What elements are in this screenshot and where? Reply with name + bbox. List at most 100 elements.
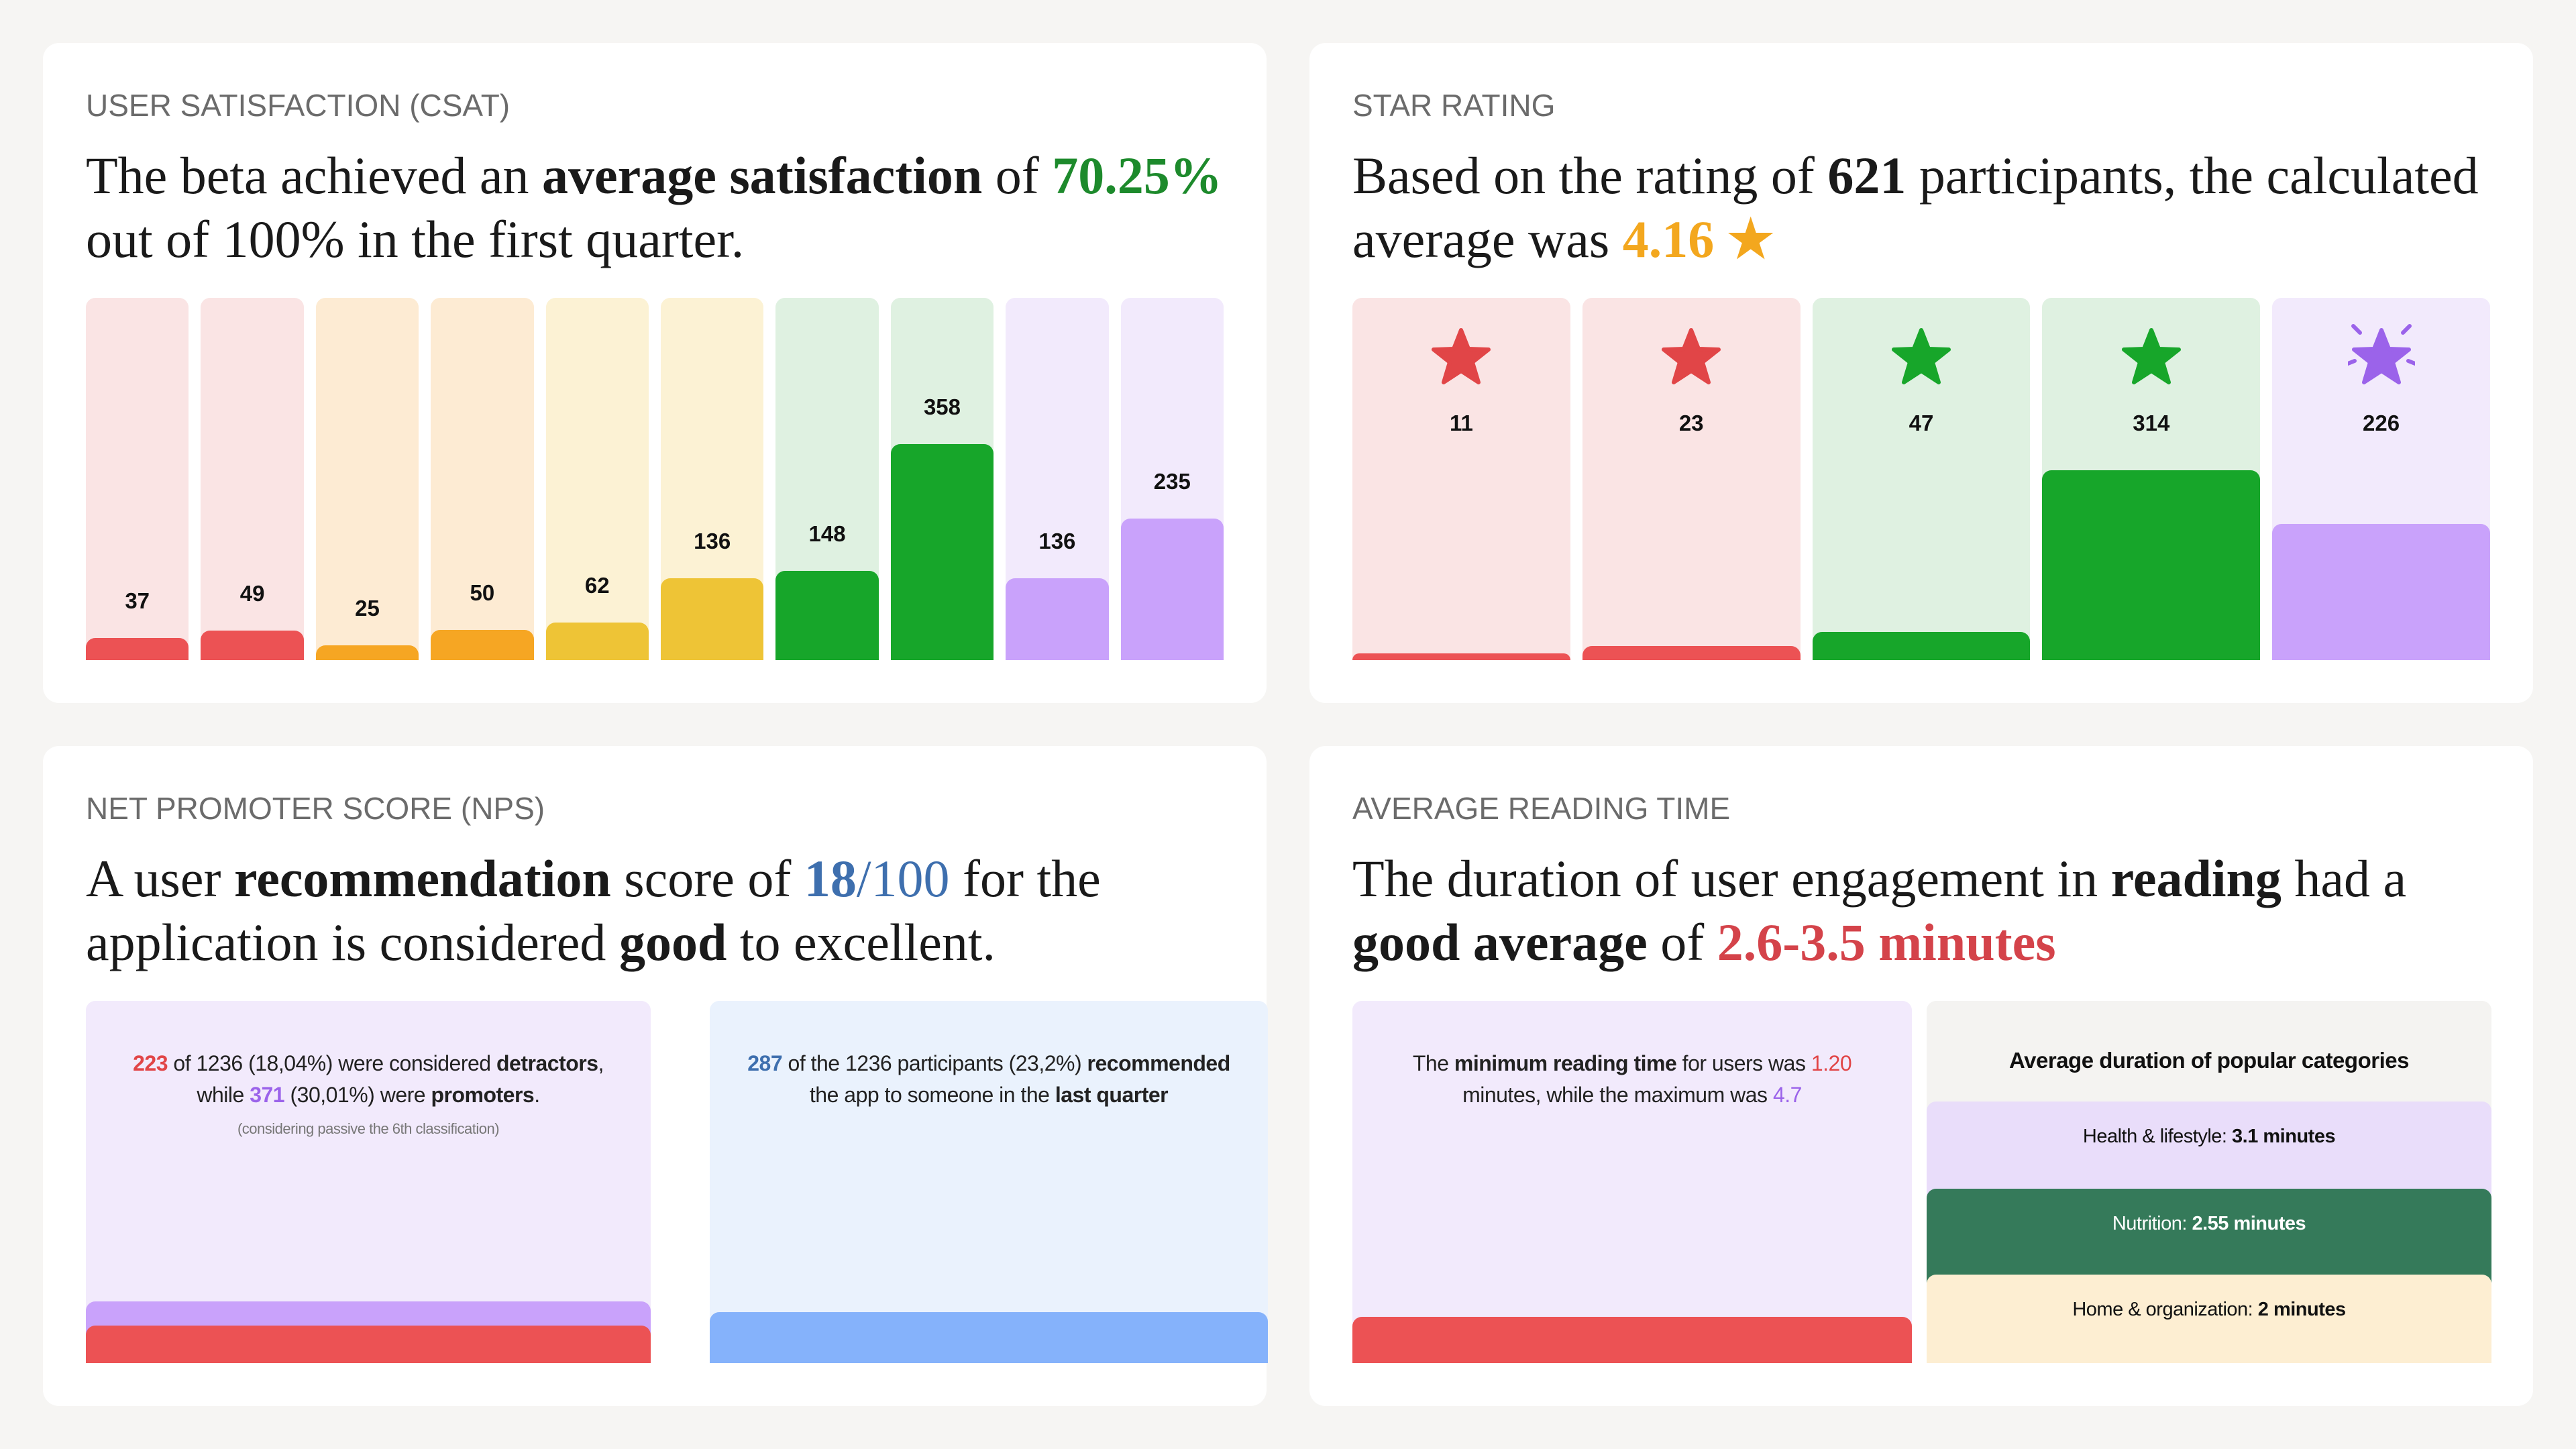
nps-note: (considering passive the 6th classificat… [237, 1120, 500, 1137]
bar-value-label: 50 [470, 580, 495, 605]
nps-headline-text-2: score of [610, 849, 804, 908]
nps-left-text-3: (30,01%) were [284, 1083, 431, 1107]
nps-card: NET PROMOTER SCORE (NPS) A user recommen… [43, 746, 1268, 1406]
nps-headline-bold: recommendation [233, 849, 611, 908]
star-bar-chart: 11 23 47 314 226 [1352, 298, 2490, 660]
nps-recommended-text: 287 of the 1236 participants (23,2%) rec… [743, 1048, 1234, 1111]
bar [431, 630, 534, 660]
sparkle-star-icon [2345, 323, 2417, 394]
csat-headline-text: The beta achieved an [86, 146, 542, 205]
category-row: Home & organization: 2 minutes [1927, 1275, 2491, 1363]
star-label: STAR RATING [1352, 88, 1556, 123]
bar-value-label: 148 [808, 521, 846, 546]
bar [2272, 523, 2490, 660]
category-value: 3.1 minutes [2232, 1126, 2336, 1147]
category-name: Health & lifestyle: [2082, 1126, 2233, 1147]
bar [775, 570, 879, 660]
nps-left-text-2: , while [197, 1051, 604, 1107]
csat-label: USER SATISFACTION (CSAT) [86, 88, 511, 123]
bar-value-label: 37 [125, 588, 150, 613]
csat-headline: The beta achieved an average satisfactio… [86, 144, 1240, 271]
bar [545, 623, 649, 660]
reading-label: AVERAGE READING TIME [1352, 791, 1731, 826]
category-row: Nutrition: 2.55 minutes [1927, 1189, 2491, 1283]
star-headline-text-2: participants, the calculated average was [1352, 146, 2479, 268]
category-label: Home & organization: 2 minutes [1927, 1299, 2491, 1321]
bar [86, 637, 189, 660]
nps-headline-text: A user [86, 849, 234, 908]
nps-score: 18 [804, 849, 857, 908]
bar-column: 148 [775, 298, 879, 660]
bar-value-label: 62 [584, 573, 610, 598]
bar-value-label: 23 [1678, 411, 1704, 435]
categories-panel: Average duration of popular categories H… [1927, 1001, 2491, 1363]
bar-column: 62 [545, 298, 649, 660]
nps-headline: A user recommendation score of 18/100 fo… [86, 847, 1240, 974]
bar-column: 136 [1006, 298, 1109, 660]
min-reading-bar [1352, 1317, 1912, 1363]
reading-left-text-3: minutes, while the maximum was [1462, 1083, 1773, 1107]
reading-range: 2.6-3.5 minutes [1717, 913, 2056, 971]
csat-card: USER SATISFACTION (CSAT) The beta achiev… [43, 43, 1267, 703]
category-name: Nutrition: [2112, 1213, 2192, 1234]
category-value: 2 minutes [2257, 1299, 2346, 1320]
max-reading-value: 4.7 [1772, 1083, 1802, 1107]
reading-time-card: AVERAGE READING TIME The duration of use… [1309, 746, 2533, 1406]
bar-column: 136 [661, 298, 764, 660]
reading-headline-text-2: had a [2281, 849, 2407, 908]
bar [1582, 646, 1801, 660]
nps-detractors-panel: 223 of 1236 (18,04%) were considered det… [86, 1001, 651, 1363]
star-icon [1888, 323, 1955, 394]
bar-column: 50 [431, 298, 534, 660]
csat-headline-bold: average satisfaction [541, 146, 983, 205]
bar-column: 226 [2272, 298, 2490, 660]
detractors-word: detractors [496, 1051, 598, 1075]
bar [890, 443, 994, 660]
reading-headline: The duration of user engagement in readi… [1352, 847, 2506, 974]
min-reading-word: minimum reading time [1454, 1051, 1677, 1075]
bar-value-label: 235 [1153, 468, 1191, 494]
bar [1352, 653, 1570, 660]
bar [661, 578, 764, 660]
reading-left-text-1: The [1412, 1051, 1454, 1075]
bar-value-label: 136 [1038, 528, 1076, 553]
star-icon [1658, 323, 1725, 394]
star-rating-card: STAR RATING Based on the rating of 621 p… [1309, 43, 2533, 703]
reading-minmax-text: The minimum reading time for users was 1… [1379, 1048, 1885, 1111]
reading-left-text-2: for users was [1676, 1051, 1811, 1075]
bar [2042, 470, 2261, 660]
bar-column: 49 [201, 298, 304, 660]
reading-headline-bold-2: good average [1352, 913, 1648, 971]
star-average: 4.16 ★ [1622, 210, 1774, 268]
bar-column: 25 [315, 298, 419, 660]
bar-column: 23 [1582, 298, 1801, 660]
nps-recommended-panel: 287 of the 1236 participants (23,2%) rec… [710, 1001, 1268, 1363]
category-row: Health & lifestyle: 3.1 minutes [1927, 1102, 2491, 1195]
reading-headline-text: The duration of user engagement in [1352, 849, 2111, 908]
category-name: Home & organization: [2072, 1299, 2258, 1320]
bar-column: 47 [1812, 298, 2031, 660]
bar-column: 235 [1120, 298, 1224, 660]
bar-value-label: 25 [355, 595, 380, 621]
nps-left-text-1: of 1236 (18,04%) were considered [168, 1051, 496, 1075]
bar [1120, 518, 1224, 660]
detractors-bar [86, 1326, 651, 1363]
reading-headline-text-3: of [1647, 913, 1717, 971]
recommended-count: 287 [747, 1051, 783, 1075]
categories-title: Average duration of popular categories [2009, 1048, 2409, 1073]
nps-headline-text-3: for the application is considered [86, 849, 1101, 971]
star-icon [2118, 323, 2185, 394]
bar-column: 11 [1352, 298, 1570, 660]
bar-value-label: 226 [2363, 411, 2400, 435]
promoters-count: 371 [250, 1083, 285, 1107]
csat-headline-text-2: of [982, 146, 1053, 205]
star-headline: Based on the rating of 621 participants,… [1352, 144, 2506, 271]
bar-column: 314 [2042, 298, 2261, 660]
bar-value-label: 49 [239, 580, 265, 606]
bar [1006, 578, 1109, 660]
bar-column: 358 [890, 298, 994, 660]
bar [1812, 631, 2031, 660]
bar [201, 630, 304, 660]
bar-column: 37 [86, 298, 189, 660]
nps-score-denominator: /100 [856, 849, 950, 908]
